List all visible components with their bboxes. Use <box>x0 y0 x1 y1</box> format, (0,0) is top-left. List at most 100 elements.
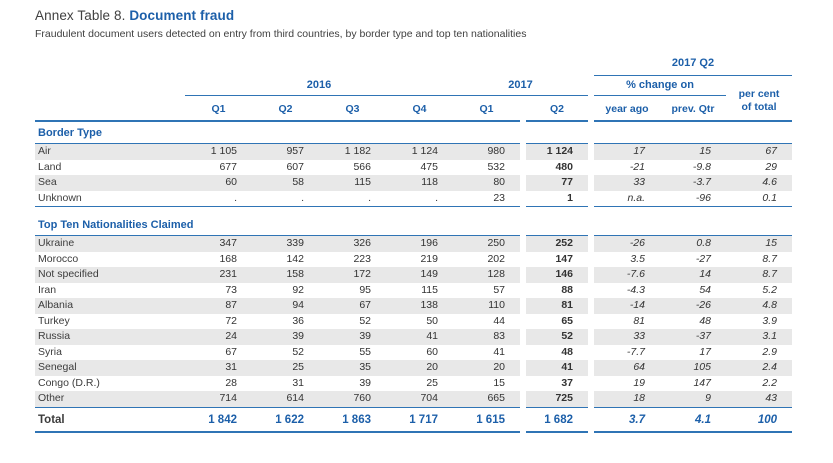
cell: 19 <box>633 376 645 389</box>
cell: 0.1 <box>762 191 777 204</box>
cell: 4.6 <box>726 175 792 191</box>
cell: 28 <box>225 376 237 389</box>
cell: 704 <box>386 391 453 407</box>
table-row: Syria 67 52 55 60 41 48 -7.7 17 2.9 <box>35 345 792 361</box>
cell: 52 <box>359 314 371 327</box>
cell: 168 <box>219 252 237 265</box>
col-header-2016-q2: Q2 <box>278 103 293 115</box>
cell: -9.8 <box>692 160 711 173</box>
cell: 196 <box>386 236 453 252</box>
divider-segment <box>594 143 792 144</box>
cell: 25 <box>426 376 438 389</box>
col-header-2017-q1: Q1 <box>479 103 494 115</box>
cell: 33 <box>594 329 660 345</box>
cell: 339 <box>252 236 319 252</box>
cell: . <box>301 191 304 204</box>
cell: 41 <box>493 345 505 358</box>
cell: 1 842 <box>208 413 237 426</box>
cell: 67 <box>319 298 386 314</box>
cell: 480 <box>555 160 573 173</box>
cell: 105 <box>660 360 726 376</box>
cell: 81 <box>526 298 588 314</box>
total-row-label: Total <box>38 413 65 426</box>
cell: 29 <box>765 160 777 173</box>
cell: 2.4 <box>726 360 792 376</box>
table-row: Other 714 614 760 704 665 725 18 9 43 <box>35 391 792 407</box>
cell: 5.2 <box>762 283 777 296</box>
table-body: Border Type Air 1 105 957 1 182 1 124 980 1 124… <box>35 122 792 433</box>
header-row-top: 2017 Q2 <box>35 54 792 76</box>
cell: 118 <box>386 175 453 191</box>
header-row-groups: 2016 Q1 Q2 Q3 Q4 2017 Q1 Q2 % change on <box>35 76 792 120</box>
cell: 1 682 <box>544 413 573 426</box>
cell: 48 <box>561 345 573 358</box>
table-row: Air 1 105 957 1 182 1 124 980 1 124 17 15 67 <box>35 144 792 160</box>
cell: 77 <box>526 175 588 191</box>
cell: 980 <box>453 144 520 160</box>
divider-segment <box>526 430 588 433</box>
cell: 39 <box>319 329 386 345</box>
col-header-2016-q3: Q3 <box>345 103 360 115</box>
cell: 1 <box>567 191 573 204</box>
cell: 24 <box>185 329 252 345</box>
cell: 1 622 <box>275 413 304 426</box>
table-row-label: Morocco <box>38 252 79 265</box>
cell: -7.6 <box>594 267 660 283</box>
cell: 250 <box>453 236 520 252</box>
quarter-headers-2017: Q1 Q2 <box>453 96 588 120</box>
cell: -14 <box>594 298 660 314</box>
cell: 1 105 <box>185 144 252 160</box>
cell: 725 <box>526 391 588 407</box>
cell: -37 <box>660 329 726 345</box>
group-label-pct-change: % change on <box>594 76 726 96</box>
table-row-label: Iran <box>38 283 57 296</box>
cell: 17 <box>699 345 711 358</box>
header-divider <box>35 120 792 122</box>
cell: 566 <box>353 160 371 173</box>
cell: 33 <box>594 175 660 191</box>
table-section: Border Type Air 1 105 957 1 182 1 124 980 1 124… <box>35 122 792 207</box>
table-row-label: Turkey <box>38 314 70 327</box>
cell: 20 <box>453 360 520 376</box>
divider-segment <box>526 206 588 207</box>
table-row-label: Russia <box>35 329 185 345</box>
section-title-row: Border Type <box>35 122 792 143</box>
table-row: Unknown.... 23 1 n.a. -96 0.1 <box>35 191 792 207</box>
cell: 1 182 <box>319 144 386 160</box>
cell: 347 <box>185 236 252 252</box>
table-row-label: Congo (D.R.) <box>38 376 100 389</box>
section-title: Top Ten Nationalities Claimed <box>38 219 194 231</box>
quarter-headers-2016: Q1 Q2 Q3 Q4 <box>185 96 453 120</box>
cell: -27 <box>695 252 711 265</box>
table-subtitle: Fraudulent document users detected on en… <box>35 28 527 40</box>
data-table: 2017 Q2 2016 Q1 Q2 Q3 Q4 2017 Q1 Q2 <box>35 54 792 433</box>
cell: -7.7 <box>626 345 645 358</box>
cell: 83 <box>453 329 520 345</box>
table-row-label: Not specified <box>35 267 185 283</box>
cell: 17 <box>594 144 660 160</box>
annex-table-page: Annex Table 8. Document fraud Fraudulent… <box>35 8 792 433</box>
cell: 4.8 <box>726 298 792 314</box>
cell: 3.1 <box>726 329 792 345</box>
cell: 20 <box>386 360 453 376</box>
cell: 80 <box>453 175 520 191</box>
divider-segment <box>594 206 792 207</box>
cell: 92 <box>292 283 304 296</box>
cell: 55 <box>359 345 371 358</box>
col-header-per-cent-of-total: per cent of total <box>726 76 792 120</box>
cell: n.a. <box>627 191 645 204</box>
table-row: Senegal 31 25 35 20 20 41 64 105 2.4 <box>35 360 792 376</box>
cell: 142 <box>286 252 304 265</box>
divider-segment <box>35 206 520 207</box>
table-row: Congo (D.R.) 28 31 39 25 15 37 19 147 2.2 <box>35 376 792 392</box>
cell: 1 615 <box>476 413 505 426</box>
cell: 614 <box>252 391 319 407</box>
cell: 223 <box>353 252 371 265</box>
group-label-2017: 2017 <box>453 76 588 96</box>
cell: 54 <box>699 283 711 296</box>
cell: 57 <box>493 283 505 296</box>
cell: 714 <box>185 391 252 407</box>
cell: 110 <box>453 298 520 314</box>
cell: 39 <box>252 329 319 345</box>
cell: 67 <box>225 345 237 358</box>
